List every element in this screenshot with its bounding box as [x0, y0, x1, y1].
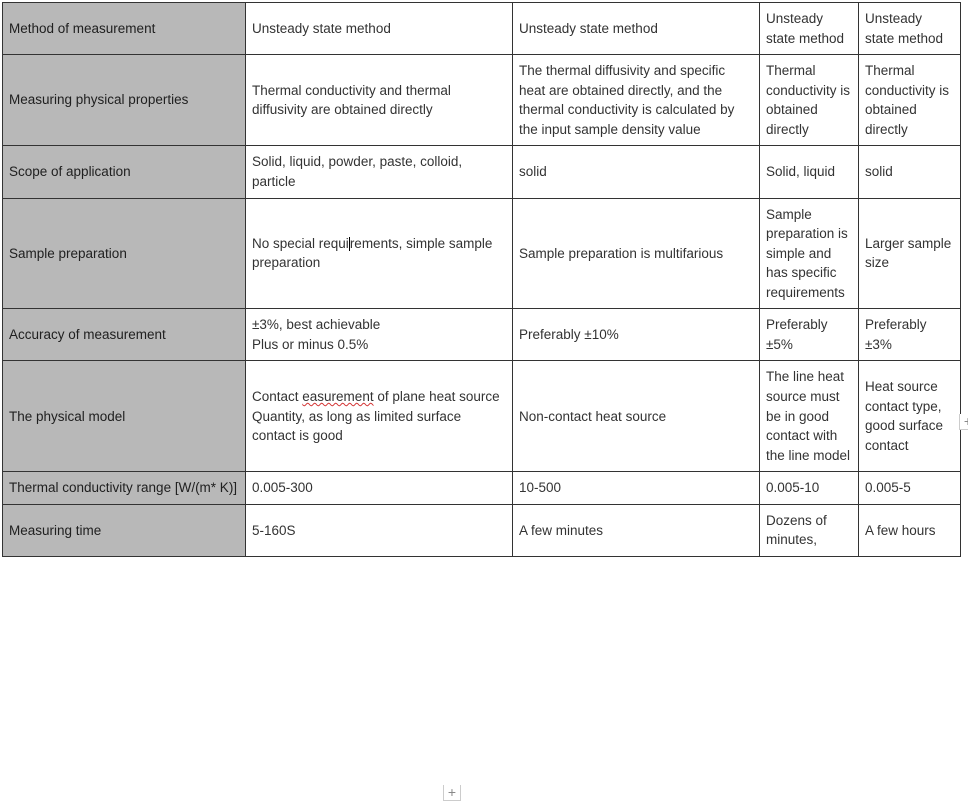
add-column-button[interactable]: + — [959, 414, 968, 430]
cell[interactable]: Unsteady state method — [513, 3, 760, 55]
cell[interactable]: Contact easurement of plane heat source … — [246, 361, 513, 472]
row-header: Method of measurement — [3, 3, 246, 55]
table-row: Measuring physical properties Thermal co… — [3, 55, 961, 146]
row-header: Scope of application — [3, 146, 246, 198]
text-line: Quantity, as long as limited surface con… — [252, 409, 461, 444]
cell[interactable]: 0.005-300 — [246, 472, 513, 505]
cell[interactable]: Thermal conductivity and thermal diffusi… — [246, 55, 513, 146]
cell[interactable]: 10-500 — [513, 472, 760, 505]
cell[interactable]: ±3%, best achievable Plus or minus 0.5% — [246, 309, 513, 361]
cell[interactable]: 5-160S — [246, 504, 513, 556]
cell[interactable]: solid — [513, 146, 760, 198]
cell[interactable]: Solid, liquid, powder, paste, colloid, p… — [246, 146, 513, 198]
row-header: Accuracy of measurement — [3, 309, 246, 361]
text-fragment: Contact — [252, 389, 302, 404]
text-fragment: of plane heat source — [374, 389, 500, 404]
text-line: ±3%, best achievable — [252, 317, 380, 332]
cell[interactable]: Unsteady state method — [760, 3, 859, 55]
table-row: Method of measurement Unsteady state met… — [3, 3, 961, 55]
cell[interactable]: 0.005-5 — [859, 472, 961, 505]
cell[interactable]: Non-contact heat source — [513, 361, 760, 472]
row-header: Measuring time — [3, 504, 246, 556]
cell[interactable]: Unsteady state method — [859, 3, 961, 55]
comparison-table: Method of measurement Unsteady state met… — [2, 2, 961, 557]
cell[interactable]: Unsteady state method — [246, 3, 513, 55]
row-header: Thermal conductivity range [W/(m* K)] — [3, 472, 246, 505]
add-row-button[interactable]: + — [443, 785, 461, 801]
cell[interactable]: Sample preparation is simple and has spe… — [760, 198, 859, 309]
cell[interactable]: Dozens of minutes, — [760, 504, 859, 556]
row-header: Sample preparation — [3, 198, 246, 309]
table-row: Scope of application Solid, liquid, powd… — [3, 146, 961, 198]
text-fragment: No special requi — [252, 236, 349, 251]
cell[interactable]: Preferably ±10% — [513, 309, 760, 361]
row-header: The physical model — [3, 361, 246, 472]
table-row: The physical model Contact easurement of… — [3, 361, 961, 472]
cell[interactable]: Solid, liquid — [760, 146, 859, 198]
cell[interactable]: Sample preparation is multifarious — [513, 198, 760, 309]
cell[interactable]: Heat source contact type, good surface c… — [859, 361, 961, 472]
cell[interactable]: The thermal diffusivity and specific hea… — [513, 55, 760, 146]
table-row: Thermal conductivity range [W/(m* K)] 0.… — [3, 472, 961, 505]
cell-with-cursor[interactable]: No special requirements, simple sample p… — [246, 198, 513, 309]
cell[interactable]: Preferably ±5% — [760, 309, 859, 361]
cell[interactable]: 0.005-10 — [760, 472, 859, 505]
cell[interactable]: Preferably ±3% — [859, 309, 961, 361]
cell[interactable]: A few hours — [859, 504, 961, 556]
cell[interactable]: solid — [859, 146, 961, 198]
cell[interactable]: Larger sample size — [859, 198, 961, 309]
cell[interactable]: The line heat source must be in good con… — [760, 361, 859, 472]
cell[interactable]: Thermal conductivity is obtained directl… — [859, 55, 961, 146]
spellcheck-word: easurement — [302, 389, 373, 404]
table-row: Accuracy of measurement ±3%, best achiev… — [3, 309, 961, 361]
cell[interactable]: A few minutes — [513, 504, 760, 556]
table-row: Measuring time 5-160S A few minutes Doze… — [3, 504, 961, 556]
text-line: Plus or minus 0.5% — [252, 337, 368, 352]
row-header: Measuring physical properties — [3, 55, 246, 146]
cell[interactable]: Thermal conductivity is obtained directl… — [760, 55, 859, 146]
table-row: Sample preparation No special requiremen… — [3, 198, 961, 309]
